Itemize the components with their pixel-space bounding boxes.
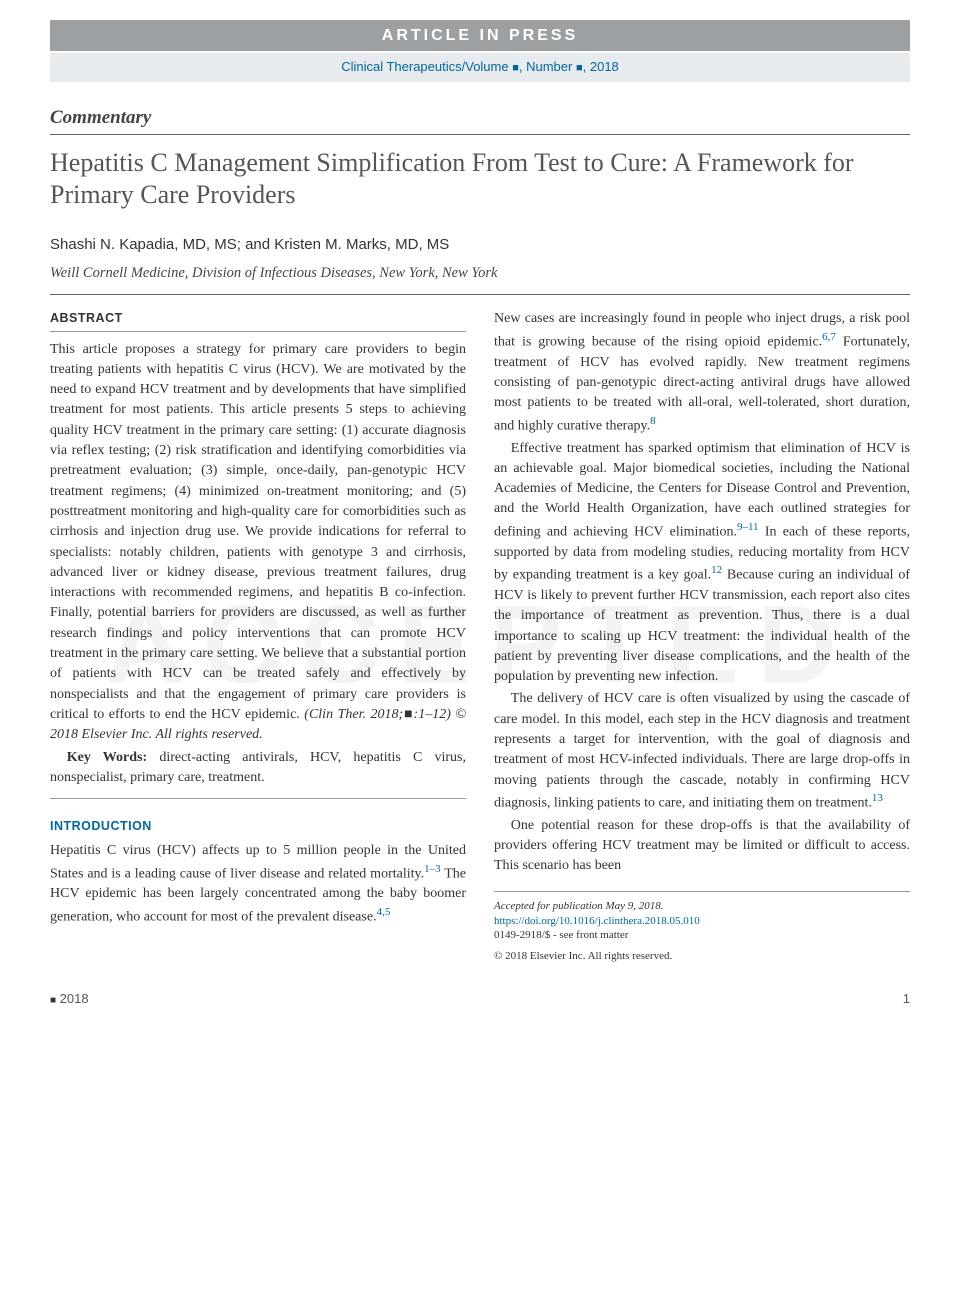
journal-year: , 2018 xyxy=(583,59,619,74)
footer-square-icon: ■ xyxy=(50,995,56,1006)
section-type: Commentary xyxy=(50,104,910,135)
journal-name: Clinical Therapeutics xyxy=(341,59,461,74)
col2-text-3a: The delivery of HCV care is often visual… xyxy=(494,691,910,810)
col2-paragraph-2: Effective treatment has sparked optimism… xyxy=(494,439,910,688)
issn-line: 0149-2918/$ - see front matter xyxy=(494,928,910,943)
ref-9-11[interactable]: 9–11 xyxy=(737,521,759,533)
article-in-press-banner: ARTICLE IN PRESS xyxy=(50,20,910,51)
publication-info-block: Accepted for publication May 9, 2018. ht… xyxy=(494,891,910,964)
volume-label: /Volume xyxy=(462,59,509,74)
footer-page-number: 1 xyxy=(903,990,910,1009)
volume-placeholder-icon: ■ xyxy=(512,62,519,74)
article-title: Hepatitis C Management Simplification Fr… xyxy=(50,147,910,212)
col2-paragraph-1: New cases are increasingly found in peop… xyxy=(494,309,910,436)
ref-4-5[interactable]: 4,5 xyxy=(377,906,391,918)
keywords-label: Key Words: xyxy=(67,750,147,765)
affiliation-line: Weill Cornell Medicine, Division of Infe… xyxy=(50,263,910,295)
intro-text-1a: Hepatitis C virus (HCV) affects up to 5 … xyxy=(50,843,466,881)
keywords-line: Key Words: direct-acting antivirals, HCV… xyxy=(50,748,466,789)
footer-left: ■ 2018 xyxy=(50,990,89,1009)
abstract-text: This article proposes a strategy for pri… xyxy=(50,342,466,722)
ref-12[interactable]: 12 xyxy=(711,564,722,576)
introduction-heading: INTRODUCTION xyxy=(50,817,466,835)
ref-1-3[interactable]: 1–3 xyxy=(424,863,441,875)
abstract-heading: ABSTRACT xyxy=(50,309,466,331)
intro-paragraph-1: Hepatitis C virus (HCV) affects up to 5 … xyxy=(50,841,466,928)
ref-6-7[interactable]: 6,7 xyxy=(822,331,836,343)
right-column: New cases are increasingly found in peop… xyxy=(494,309,910,964)
authors-line: Shashi N. Kapadia, MD, MS; and Kristen M… xyxy=(50,234,910,256)
copyright-small: © 2018 Elsevier Inc. All rights reserved… xyxy=(494,949,910,964)
journal-volume-line: Clinical Therapeutics/Volume ■, Number ■… xyxy=(50,53,910,82)
col2-paragraph-4: One potential reason for these drop-offs… xyxy=(494,816,910,877)
number-placeholder-icon: ■ xyxy=(576,62,583,74)
abstract-body: This article proposes a strategy for pri… xyxy=(50,340,466,746)
number-label: , Number xyxy=(519,59,572,74)
col2-paragraph-3: The delivery of HCV care is often visual… xyxy=(494,689,910,813)
footer-year: 2018 xyxy=(60,991,89,1006)
left-column: ABSTRACT This article proposes a strateg… xyxy=(50,309,466,964)
accepted-date: Accepted for publication May 9, 2018. xyxy=(494,899,910,914)
ref-13[interactable]: 13 xyxy=(872,792,883,804)
col2-text-2c: Because curing an individual of HCV is l… xyxy=(494,568,910,684)
page-footer: ■ 2018 1 xyxy=(50,990,910,1009)
doi-link[interactable]: https://doi.org/10.1016/j.clinthera.2018… xyxy=(494,914,910,929)
ref-8[interactable]: 8 xyxy=(650,415,656,427)
abstract-divider xyxy=(50,798,466,799)
